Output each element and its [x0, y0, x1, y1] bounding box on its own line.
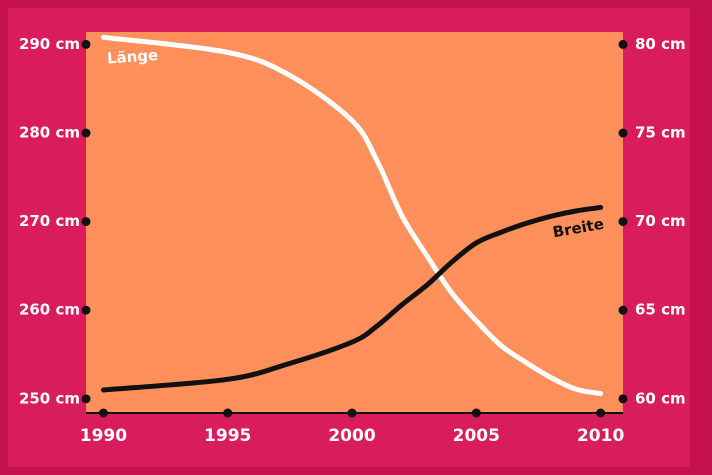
x-tick-label: 2005 [453, 426, 500, 446]
y2-tick-dot [618, 39, 628, 49]
y-tick-dot [81, 394, 91, 404]
y-tick-dot [81, 128, 91, 138]
series-line [100, 204, 604, 393]
y-tick-label: 260 cm [19, 301, 80, 319]
y-tick-label: 270 cm [19, 212, 80, 230]
series-label: Länge [106, 46, 158, 68]
y2-tick-label: 60 cm [635, 389, 686, 407]
y-tick-label: 280 cm [19, 124, 80, 142]
y-tick-dot [81, 39, 91, 49]
x-tick-dot [347, 408, 357, 418]
y-tick-label: 250 cm [19, 389, 80, 407]
x-tick-dot [596, 408, 606, 418]
x-tick-label: 2010 [577, 426, 624, 446]
y2-tick-label: 80 cm [635, 35, 686, 53]
x-tick-label: 1995 [204, 426, 251, 446]
y-tick-dot [81, 217, 91, 227]
y2-tick-dot [618, 128, 628, 138]
y-tick-dot [81, 305, 91, 315]
x-tick-label: 2000 [328, 426, 375, 446]
series-line [100, 34, 604, 397]
x-tick-dot [471, 408, 481, 418]
y-tick-label: 290 cm [19, 35, 80, 53]
y2-tick-label: 70 cm [635, 212, 686, 230]
y2-tick-dot [618, 394, 628, 404]
x-tick-dot [98, 408, 108, 418]
x-tick-dot [223, 408, 233, 418]
x-tick-label: 1990 [80, 426, 127, 446]
y2-tick-label: 65 cm [635, 301, 686, 319]
y2-tick-dot [618, 217, 628, 227]
y2-tick-dot [618, 305, 628, 315]
y2-tick-label: 75 cm [635, 124, 686, 142]
plot-area [86, 32, 623, 413]
